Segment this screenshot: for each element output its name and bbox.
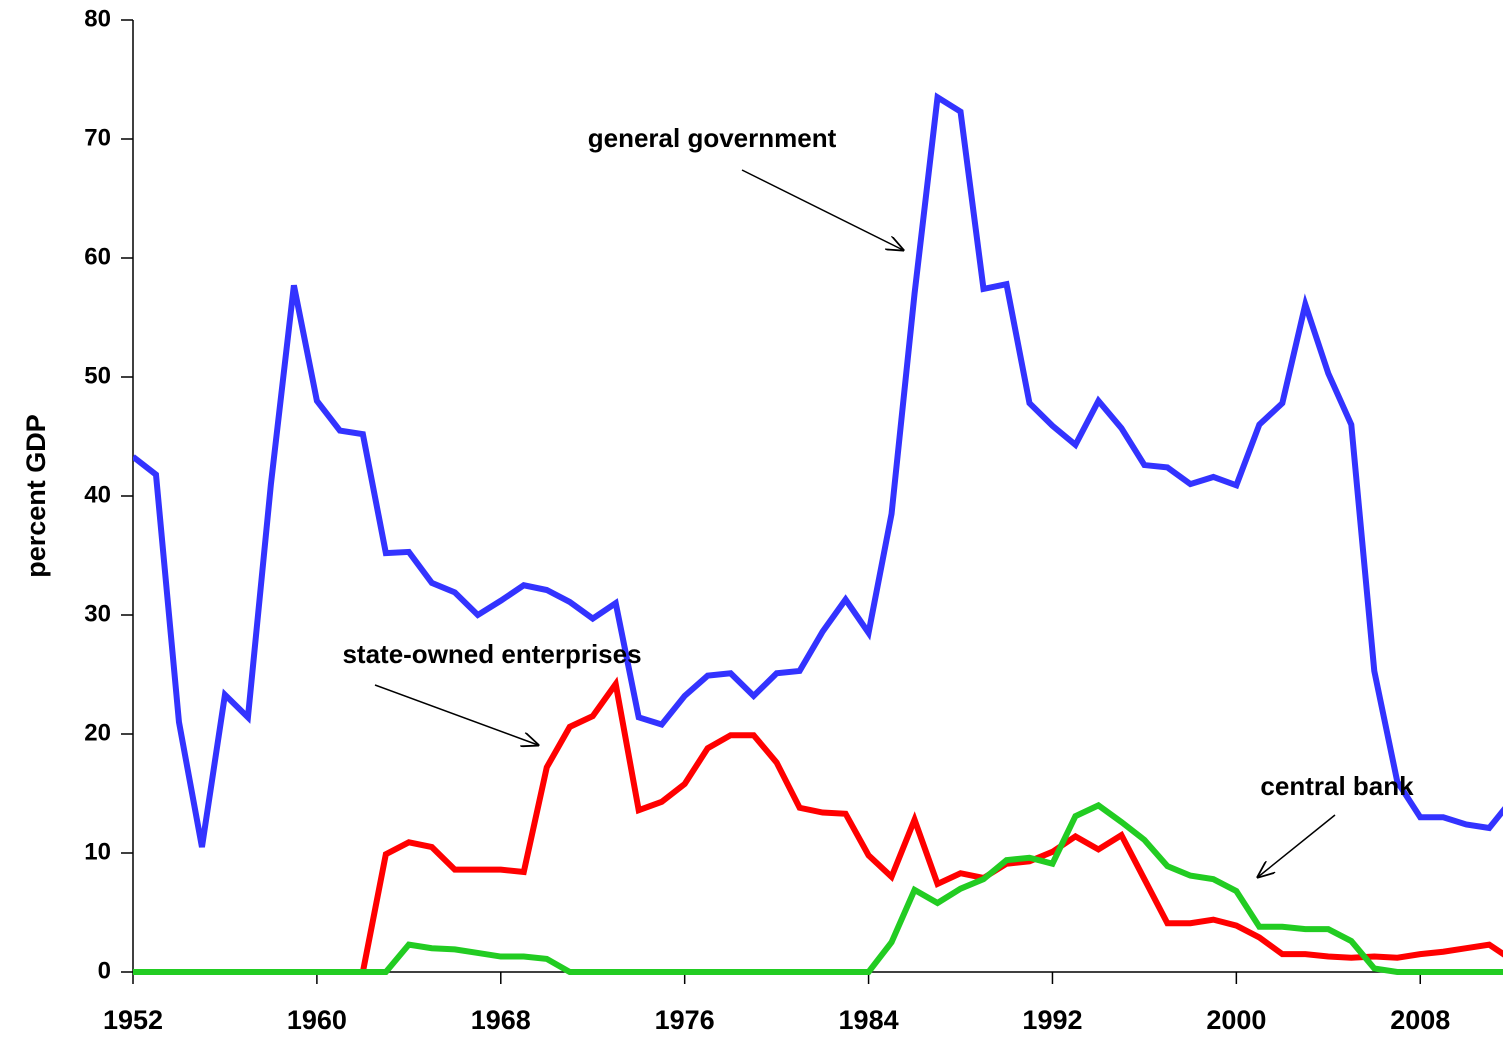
y-tick-label: 20 [84,719,111,746]
y-tick-label: 70 [84,124,111,151]
y-tick-label: 80 [84,5,111,32]
x-tick-label: 1976 [655,1005,715,1035]
y-tick-label: 40 [84,481,111,508]
series-label: central bank [1260,771,1414,801]
y-tick-label: 0 [98,957,111,984]
x-tick-label: 2000 [1206,1005,1266,1035]
series-label: state-owned enterprises [342,639,641,669]
x-tick-label: 1992 [1022,1005,1082,1035]
y-tick-label: 50 [84,362,111,389]
series-line [133,801,1503,975]
series-line [133,92,1503,848]
x-tick-label: 2008 [1390,1005,1450,1035]
lines [133,92,1503,975]
x-tick-label: 1960 [287,1005,347,1035]
series-label: general government [588,123,837,153]
x-tick-label: 1984 [839,1005,899,1035]
annotation-arrow [374,684,538,745]
y-tick-label: 30 [84,600,111,627]
x-tick-label: 1952 [103,1005,163,1035]
y-axis-label: percent GDP [21,414,51,578]
y-tick-label: 10 [84,838,111,865]
annotation-arrow [741,169,903,250]
x-tick-label: 1968 [471,1005,531,1035]
y-tick-label: 60 [84,243,111,270]
annotation-arrow [1258,814,1336,877]
